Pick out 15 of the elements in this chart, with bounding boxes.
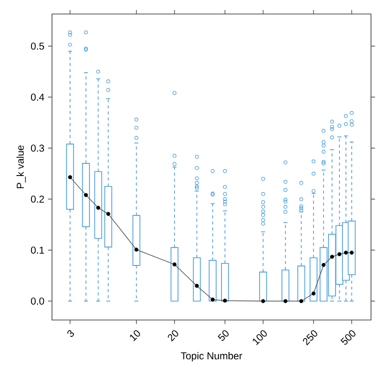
y-tick-label: 0.5	[30, 42, 44, 50]
y-tick-label: 0.3	[30, 144, 44, 152]
x-tick-label: 10	[130, 330, 140, 342]
x-tick-label: 3	[67, 330, 74, 337]
x-tick-label: 50	[218, 330, 229, 341]
y-tick-label: 0.2	[30, 196, 44, 203]
x-tick-label: 500	[340, 330, 356, 345]
y-tick-label: 0.1	[30, 246, 44, 254]
y-tick-label: 0.4	[30, 94, 44, 101]
y-tick-label: 0.0	[30, 298, 44, 305]
x-tick-label: 100	[252, 330, 267, 346]
x-axis-title: Topic Number	[180, 352, 242, 362]
x-tick-label: 20	[168, 330, 178, 342]
y-axis-title: P_k value	[16, 146, 26, 188]
x-tick-label: 250	[302, 330, 318, 346]
